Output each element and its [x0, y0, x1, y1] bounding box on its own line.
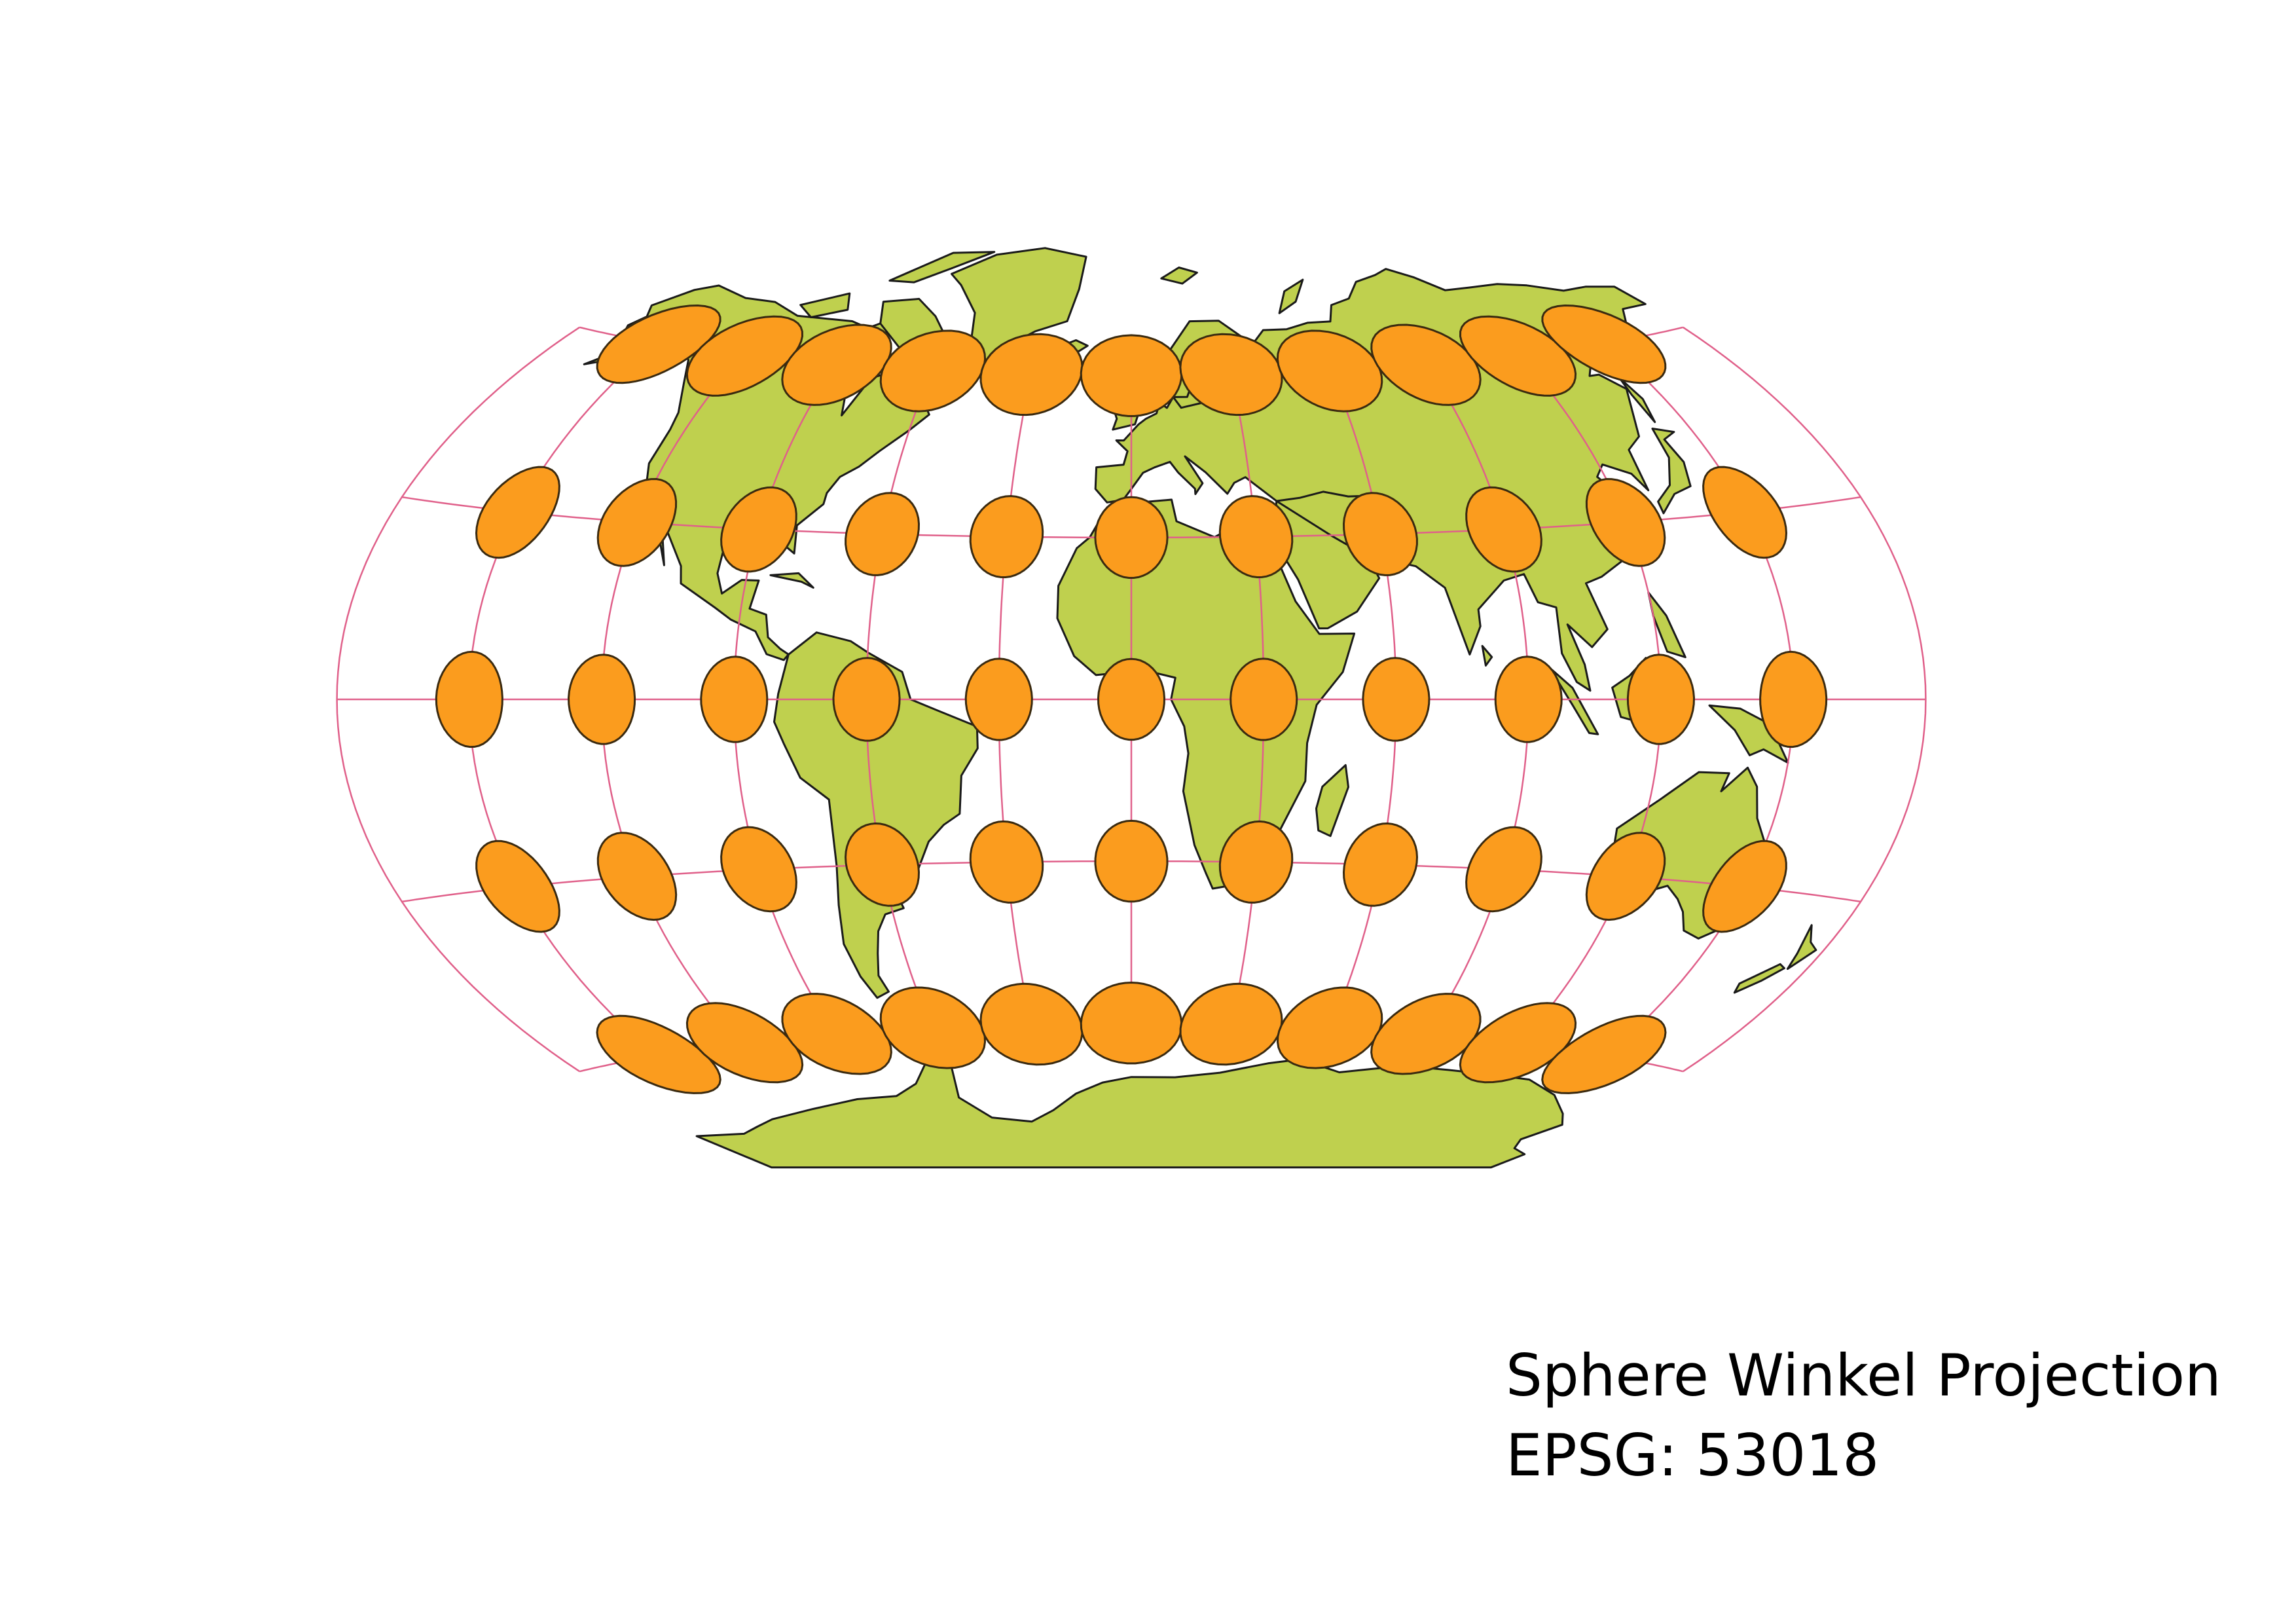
tissot-ellipse — [596, 1014, 721, 1094]
meridian-line — [1683, 326, 1927, 1073]
tissot-ellipse — [1465, 826, 1542, 913]
tissot-ellipse — [1097, 657, 1166, 741]
tissot-ellipse — [1362, 657, 1430, 742]
tissot-ellipse — [844, 822, 920, 907]
land-south-america — [773, 631, 979, 999]
tissot-ellipse — [720, 826, 797, 913]
tissot-ellipse — [1759, 650, 1828, 748]
land-madagascar — [1315, 764, 1349, 838]
land-antarctica — [695, 1043, 1564, 1169]
tissot-ellipse — [1342, 492, 1418, 576]
tissot-ellipse — [700, 655, 769, 743]
epsg-label: EPSG: 53018 — [1506, 1422, 1880, 1489]
tissot-ellipse — [1702, 466, 1788, 559]
land-cuba — [769, 572, 814, 589]
tissot-ellipse — [567, 654, 636, 745]
tissot-ellipse — [1080, 981, 1183, 1065]
tissot-ellipse — [879, 986, 987, 1069]
map-caption: Sphere Winkel Projection EPSG: 53018 — [1506, 1336, 2221, 1496]
tissot-ellipse — [1459, 315, 1577, 397]
tissot-ellipse — [1218, 494, 1294, 579]
land-novaya-zemlya — [1278, 278, 1304, 314]
tissot-ellipse — [979, 982, 1084, 1066]
tissot-ellipse — [1276, 329, 1383, 413]
tissot-ellipse — [1370, 993, 1482, 1075]
land-japan — [1651, 428, 1692, 515]
tissot-ellipse — [1494, 655, 1563, 743]
tissot-ellipse — [596, 477, 678, 567]
tissot-ellipse — [781, 993, 892, 1075]
tissot-ellipse — [1541, 1014, 1667, 1094]
land-victoria-island — [799, 292, 851, 318]
tissot-ellipse — [720, 486, 797, 573]
land-new-zealand-s — [1733, 963, 1785, 994]
tissot-ellipse — [1541, 304, 1667, 384]
tissot-ellipse — [1585, 477, 1666, 567]
tissot-ellipse — [879, 329, 987, 413]
tissot-ellipse — [685, 1002, 804, 1084]
land-new-guinea — [1708, 704, 1789, 764]
tissot-ellipse — [1080, 334, 1183, 417]
tissot-ellipse — [1179, 333, 1283, 416]
tissot-ellipse — [1702, 840, 1787, 933]
tissot-ellipse — [1626, 654, 1696, 745]
tissot-ellipse — [979, 333, 1084, 416]
land-philippines — [1647, 591, 1686, 659]
tissot-ellipse — [1179, 982, 1283, 1066]
land-svalbard — [1160, 267, 1198, 285]
tissot-ellipse — [1218, 820, 1294, 904]
tissot-ellipse — [685, 315, 804, 397]
tissot-ellipse — [964, 657, 1033, 741]
projection-title: Sphere Winkel Projection — [1506, 1342, 2221, 1409]
tissot-ellipse — [1370, 323, 1482, 406]
tissot-ellipse — [1276, 986, 1383, 1069]
tissot-ellipse — [969, 820, 1044, 904]
tissot-ellipse — [1230, 657, 1298, 741]
tissot-ellipse — [596, 304, 721, 384]
meridian-line — [336, 326, 580, 1073]
tissot-ellipse — [475, 840, 560, 933]
tissot-ellipse — [596, 832, 678, 921]
tissot-ellipse — [475, 466, 560, 559]
land-new-zealand-n — [1786, 924, 1817, 970]
tissot-ellipse — [781, 323, 892, 406]
land-ellesmere — [888, 251, 996, 284]
tissot-ellipse — [832, 657, 901, 742]
land-sri-lanka — [1481, 644, 1493, 667]
tissot-indicatrix — [435, 304, 1828, 1094]
tissot-ellipse — [1094, 819, 1169, 903]
tissot-ellipse — [1094, 496, 1169, 579]
tissot-ellipse — [969, 494, 1044, 579]
tissot-ellipse — [1585, 832, 1666, 921]
tissot-ellipse — [845, 492, 920, 576]
tissot-ellipse — [1342, 822, 1419, 907]
tissot-ellipse — [1459, 1002, 1577, 1084]
tissot-ellipse — [1465, 486, 1542, 573]
tissot-ellipse — [435, 650, 503, 748]
